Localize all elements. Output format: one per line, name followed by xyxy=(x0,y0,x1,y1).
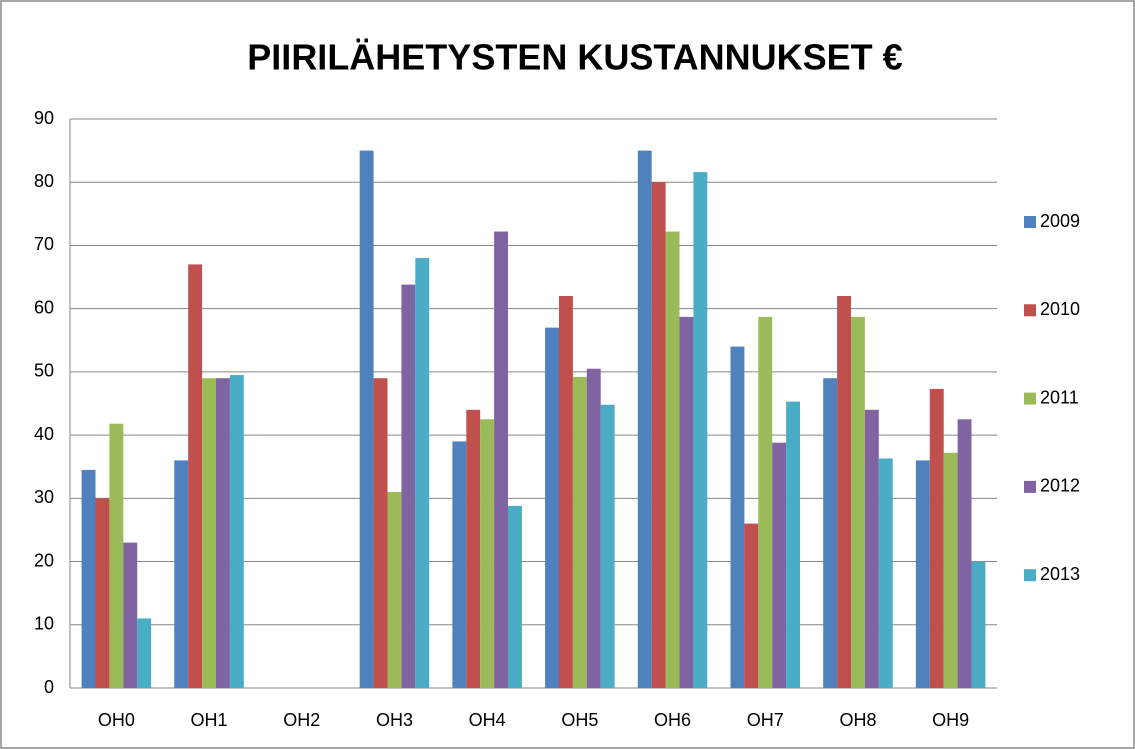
bar xyxy=(586,368,601,688)
bar xyxy=(229,375,244,688)
bar xyxy=(359,150,374,689)
x-tick-label: OH6 xyxy=(654,710,691,730)
y-tick-label: 10 xyxy=(34,614,54,634)
legend-label: 2010 xyxy=(1040,299,1080,319)
bar xyxy=(494,231,509,688)
y-tick-label: 40 xyxy=(34,424,54,444)
legend-label: 2012 xyxy=(1040,476,1080,496)
chart-title: PIIRILÄHETYSTEN KUSTANNUKSET € xyxy=(247,37,902,78)
bar xyxy=(730,346,745,688)
bar xyxy=(837,296,851,688)
x-tick-label: OH0 xyxy=(98,710,135,730)
bar xyxy=(878,458,893,688)
y-tick-label: 30 xyxy=(34,487,54,507)
y-tick-label: 90 xyxy=(34,108,54,128)
bar xyxy=(665,231,680,688)
legend-label: 2009 xyxy=(1040,211,1080,231)
bar xyxy=(971,561,986,688)
bar xyxy=(943,452,958,688)
y-tick-label: 80 xyxy=(34,171,54,191)
bar xyxy=(758,316,773,688)
legend-swatch xyxy=(1024,480,1036,493)
y-tick-label: 60 xyxy=(34,297,54,317)
bar xyxy=(637,150,652,689)
bar xyxy=(95,498,110,688)
legend-swatch xyxy=(1024,304,1036,317)
y-tick-label: 20 xyxy=(34,550,54,570)
y-tick-label: 50 xyxy=(34,361,54,381)
bar xyxy=(109,423,124,688)
y-tick-label: 70 xyxy=(34,234,54,254)
bar xyxy=(202,378,217,688)
legend-swatch xyxy=(1024,392,1036,405)
bar xyxy=(81,469,96,688)
legend-swatch xyxy=(1024,216,1036,228)
bar xyxy=(387,492,402,688)
bar xyxy=(123,542,138,688)
x-tick-label: OH7 xyxy=(747,710,784,730)
bar xyxy=(651,182,666,688)
x-tick-label: OH8 xyxy=(839,710,876,730)
x-tick-label: OH3 xyxy=(376,710,413,730)
x-tick-label: OH9 xyxy=(932,710,969,730)
bar xyxy=(415,258,430,688)
bar xyxy=(915,460,930,688)
bar xyxy=(480,419,495,688)
bar xyxy=(772,442,787,688)
bar xyxy=(744,523,759,688)
x-tick-label: OH5 xyxy=(561,710,598,730)
bar xyxy=(545,327,559,688)
bar xyxy=(174,460,189,688)
legend-swatch xyxy=(1024,569,1036,582)
bar xyxy=(600,404,615,688)
y-tick-label: 0 xyxy=(44,677,54,697)
bar xyxy=(188,264,203,688)
bar xyxy=(401,284,416,688)
bar xyxy=(693,172,708,688)
bar xyxy=(452,441,467,688)
bar xyxy=(679,316,694,688)
bar xyxy=(373,378,388,688)
x-tick-label: OH2 xyxy=(283,710,320,730)
bar xyxy=(558,296,573,688)
bar xyxy=(786,401,801,688)
bar xyxy=(137,618,152,688)
bar xyxy=(929,388,944,688)
bar xyxy=(466,409,481,688)
bar xyxy=(957,419,972,688)
bar xyxy=(572,376,587,688)
legend-label: 2013 xyxy=(1040,564,1080,584)
x-tick-label: OH4 xyxy=(469,710,506,730)
x-tick-label: OH1 xyxy=(191,710,228,730)
bar xyxy=(850,316,865,688)
bar xyxy=(508,505,522,688)
bar xyxy=(823,378,838,688)
bar xyxy=(864,409,879,688)
bar xyxy=(216,378,230,688)
legend-label: 2011 xyxy=(1040,387,1079,407)
